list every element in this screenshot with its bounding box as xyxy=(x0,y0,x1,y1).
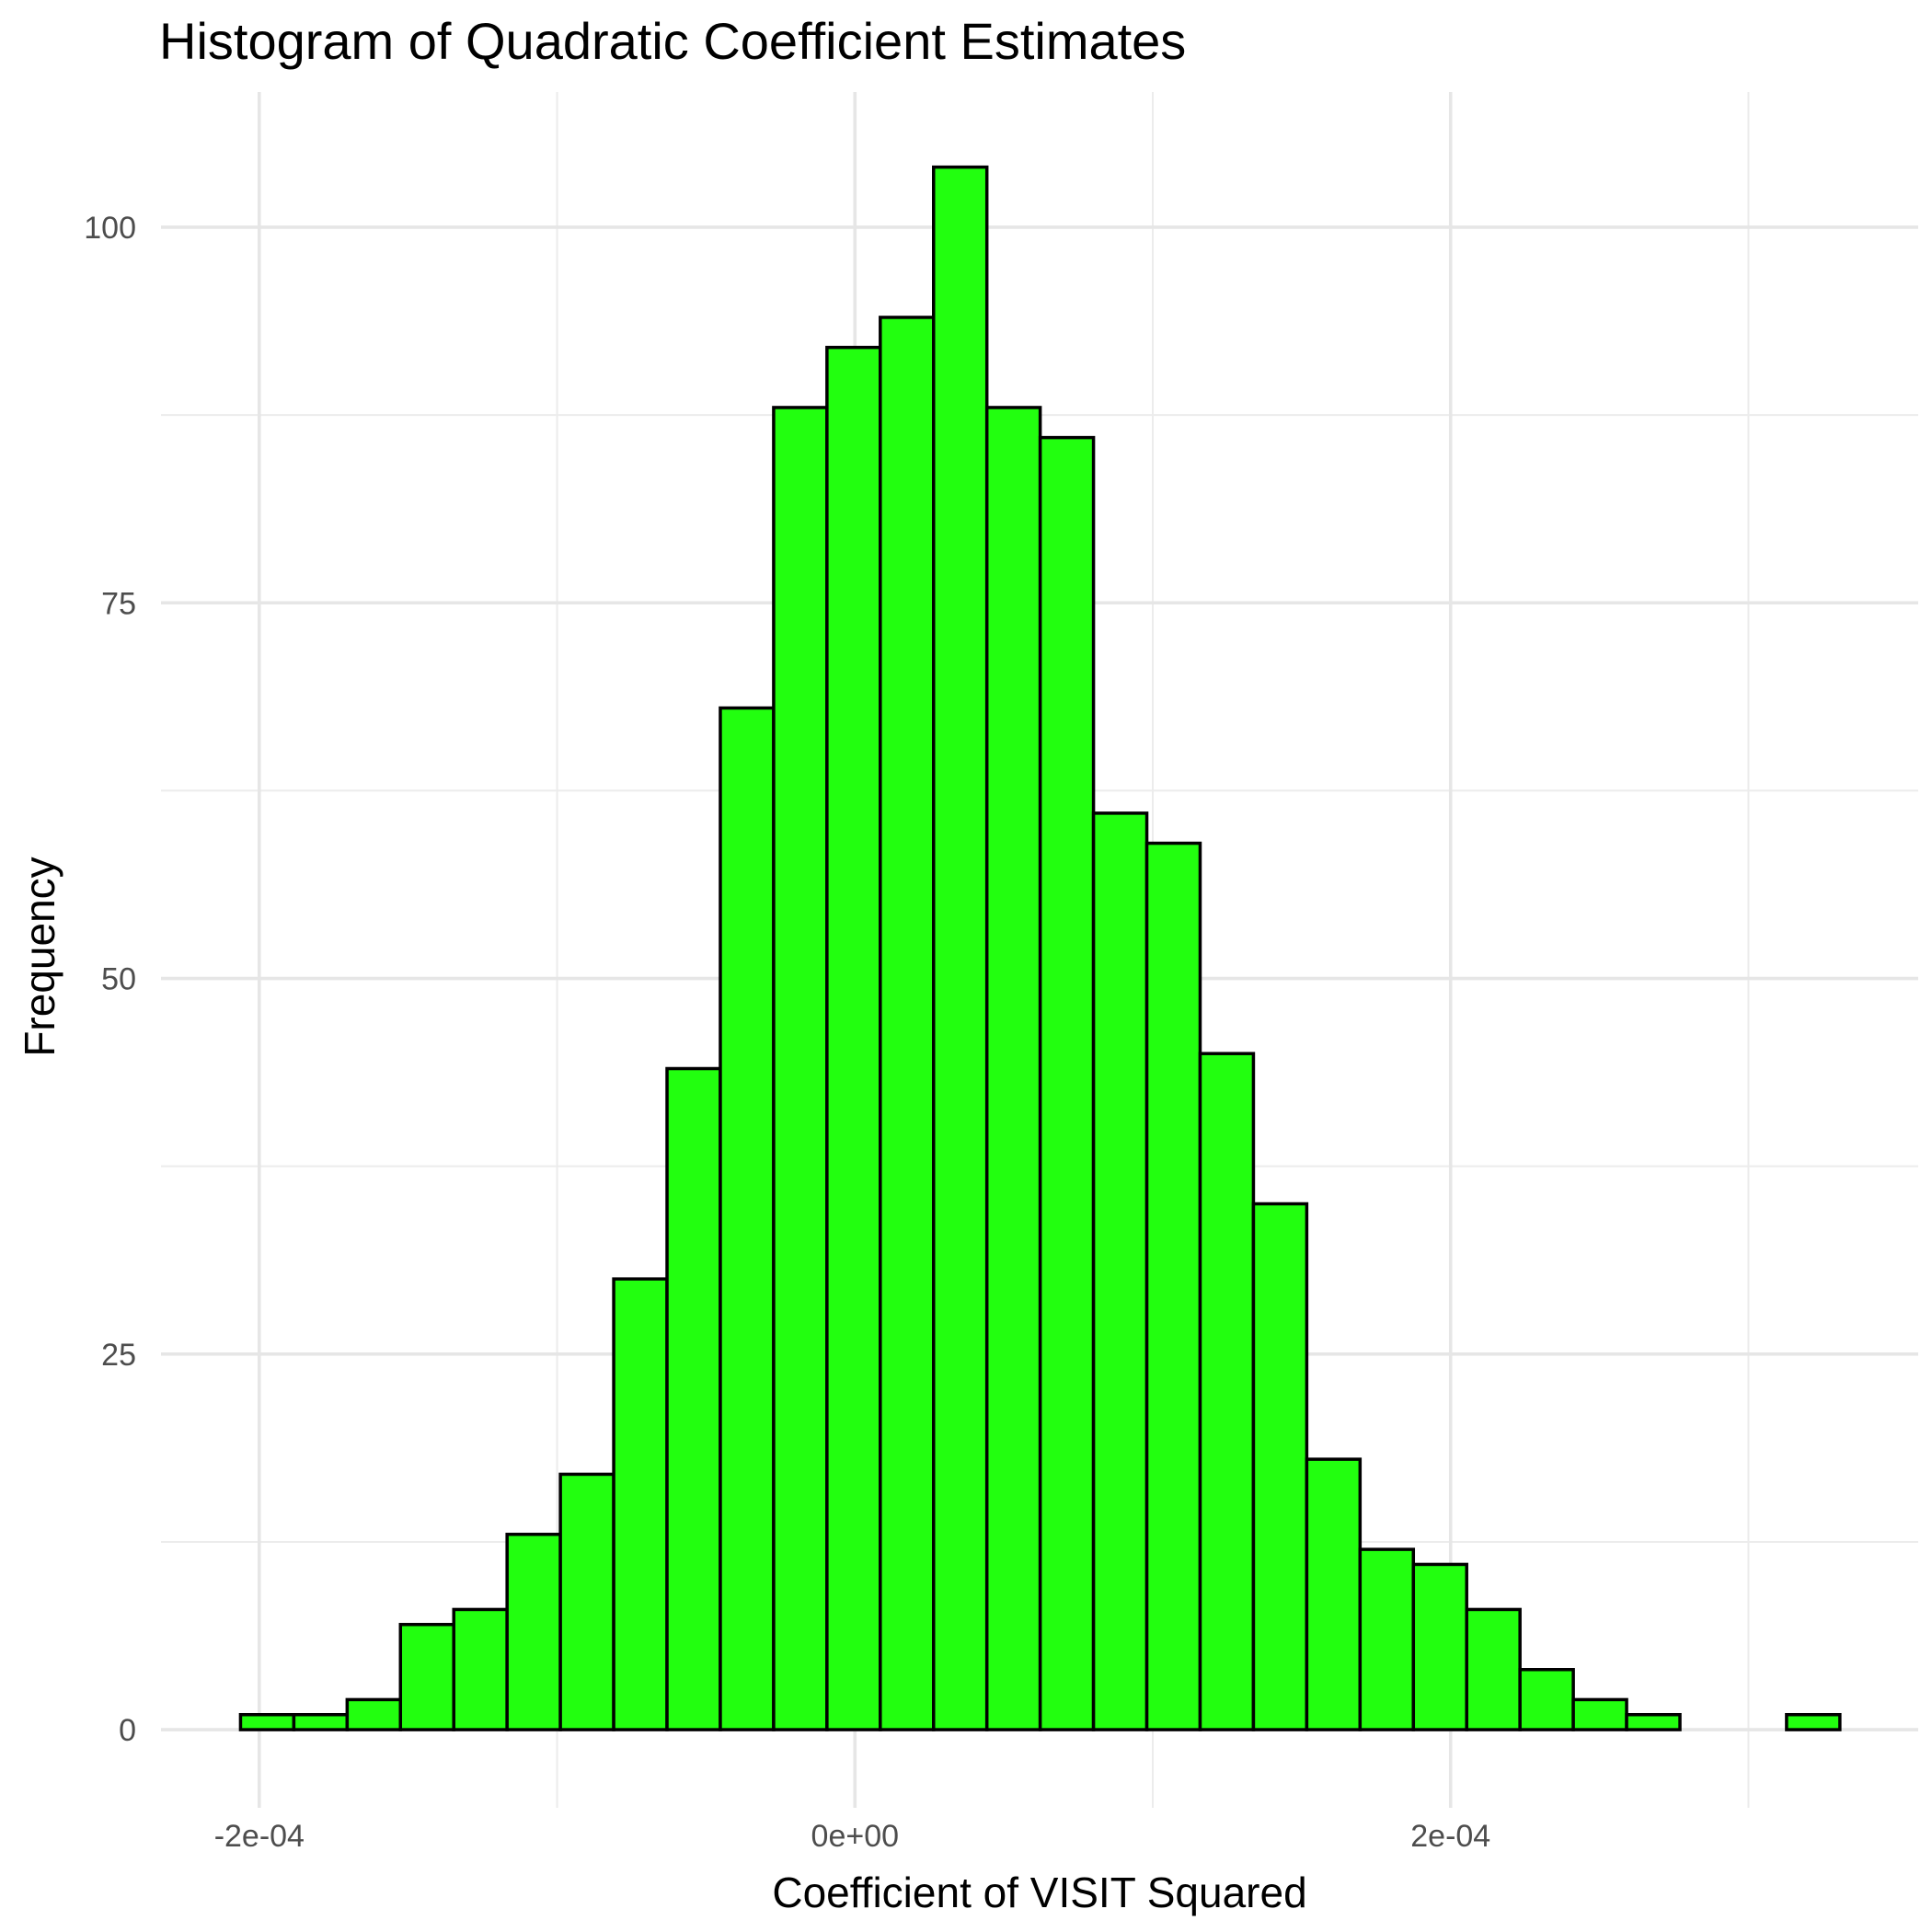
histogram-bar xyxy=(398,1623,455,1731)
histogram-bar xyxy=(1571,1697,1628,1731)
histogram-bar xyxy=(292,1712,350,1731)
histogram-bar xyxy=(1785,1712,1842,1731)
histogram-bar xyxy=(879,316,936,1731)
histogram-bar xyxy=(1625,1712,1682,1731)
histogram-bar xyxy=(612,1277,669,1731)
x-axis-tick-labels: -2e-04 0e+00 2e-04 xyxy=(214,1819,1491,1854)
histogram-bar xyxy=(1358,1547,1416,1731)
histogram-bar xyxy=(772,406,829,1731)
y-tick-label: 50 xyxy=(101,962,136,997)
y-tick-label: 0 xyxy=(119,1713,136,1748)
y-tick-label: 25 xyxy=(101,1338,136,1373)
histogram-bar xyxy=(452,1607,509,1731)
y-axis-tick-labels: 0 25 50 75 100 xyxy=(84,211,136,1748)
histogram-bar xyxy=(932,165,989,1731)
histogram-bar xyxy=(1411,1562,1468,1731)
x-tick-label: -2e-04 xyxy=(214,1819,305,1854)
x-axis-title: Coefficient of VISIT Squared xyxy=(772,1869,1306,1916)
histogram-bar xyxy=(505,1533,562,1731)
histogram-bars xyxy=(238,165,1842,1731)
histogram-bar xyxy=(1038,435,1096,1731)
y-tick-label: 100 xyxy=(84,211,136,246)
histogram-bar xyxy=(1518,1668,1575,1731)
histogram-bar xyxy=(1251,1202,1309,1731)
histogram-bar xyxy=(1198,1052,1256,1731)
histogram-bar xyxy=(719,706,776,1731)
histogram-bar xyxy=(1144,841,1202,1731)
histogram-bar xyxy=(665,1066,722,1731)
histogram-bar xyxy=(1091,811,1149,1731)
histogram-bar xyxy=(558,1472,615,1731)
histogram-bar xyxy=(238,1712,296,1731)
histogram-bar xyxy=(825,345,882,1731)
y-axis-title: Frequency xyxy=(16,857,63,1056)
x-tick-label: 2e-04 xyxy=(1410,1819,1490,1854)
histogram-bar xyxy=(345,1697,403,1731)
x-tick-label: 0e+00 xyxy=(811,1819,900,1854)
y-tick-label: 75 xyxy=(101,586,136,621)
histogram-bar xyxy=(1465,1607,1522,1731)
histogram-bar xyxy=(1305,1457,1363,1731)
chart-title: Histogram of Quadratic Coefficient Estim… xyxy=(159,12,1186,70)
histogram-bar xyxy=(984,406,1042,1731)
